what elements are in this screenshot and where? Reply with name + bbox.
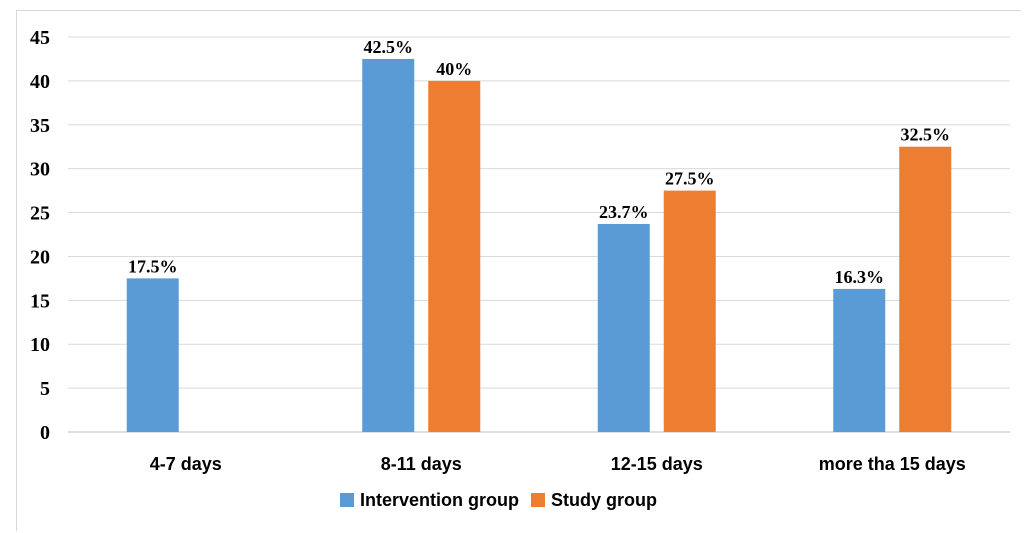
legend-swatch <box>340 493 354 507</box>
data-label: 17.5% <box>128 256 178 276</box>
bars <box>127 59 952 432</box>
x-tick-label: 4-7 days <box>150 454 222 474</box>
legend-label: Intervention group <box>360 490 519 510</box>
y-tick-label: 30 <box>30 159 50 181</box>
data-label: 23.7% <box>599 202 649 222</box>
y-tick-label: 10 <box>30 334 50 356</box>
y-tick-label: 20 <box>30 246 50 268</box>
data-label: 27.5% <box>665 169 715 189</box>
data-label: 42.5% <box>364 37 414 57</box>
y-tick-label: 5 <box>40 378 50 400</box>
data-labels: 17.5% 42.5% 40% 23.7% 27.5% 16.3% 32.5% <box>128 37 950 287</box>
legend-label: Study group <box>551 490 657 510</box>
bar-intervention-group <box>833 289 885 432</box>
data-label: 16.3% <box>835 267 885 287</box>
x-tick-label: 8-11 days <box>381 454 462 474</box>
bar-study-group <box>428 81 480 432</box>
bar-study-group <box>664 191 716 432</box>
bar-intervention-group <box>598 224 650 432</box>
legend-swatch <box>531 493 545 507</box>
y-tick-label: 25 <box>30 203 50 225</box>
y-axis-ticks: 0 5 10 15 20 25 30 35 40 45 <box>30 27 50 444</box>
bar-intervention-group <box>127 278 179 432</box>
y-tick-label: 0 <box>40 422 50 444</box>
y-tick-label: 15 <box>30 290 50 312</box>
bar-study-group <box>899 147 951 432</box>
y-tick-label: 40 <box>30 71 50 93</box>
x-tick-label: more tha 15 days <box>819 454 966 474</box>
x-tick-label: 12-15 days <box>611 454 703 474</box>
y-tick-label: 35 <box>30 115 50 137</box>
data-label: 32.5% <box>901 125 951 145</box>
x-axis-ticks: 4-7 days 8-11 days 12-15 days more tha 15 d… <box>150 454 966 474</box>
bar-intervention-group <box>362 59 414 432</box>
data-label: 40% <box>436 59 472 79</box>
y-tick-label: 45 <box>30 27 50 49</box>
legend: Intervention group Study group <box>340 490 657 510</box>
